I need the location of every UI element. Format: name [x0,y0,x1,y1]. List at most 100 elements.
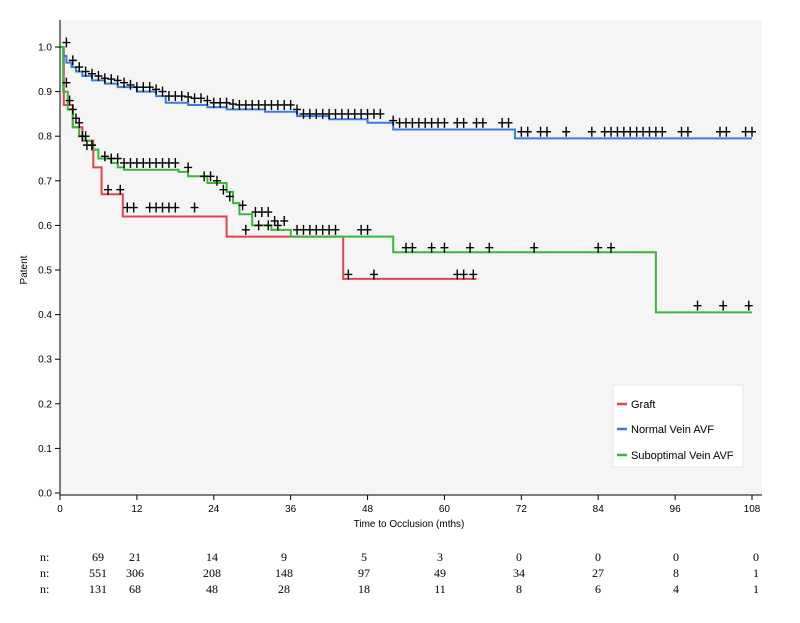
censor-mark-suboptimal-vein [719,300,728,311]
risk-cell: 4 [673,582,679,596]
x-tick-label: 36 [285,504,297,515]
censor-mark-graft [459,269,468,280]
censor-mark-graft [369,269,378,280]
y-tick-label: 0.8 [38,132,52,143]
risk-row-graft: n: 69 21 14 9 5 3 0 0 0 0 [0,550,800,566]
axes-layer [59,20,762,496]
legend-label-suboptimal-vein: Suboptimal Vein AVF [631,450,734,462]
censor-mark-suboptimal-vein [225,191,234,202]
risk-cell: 21 [129,550,141,564]
censor-mark-suboptimal-vein [408,242,417,253]
censor-mark-suboptimal-vein [81,131,90,142]
km-chart: 0 12 24 36 48 60 72 84 96 108 0.00.10.20.30.40.50… [19,20,762,530]
x-tick-label: 48 [362,504,374,515]
censor-mark-normal-vein [293,104,302,115]
censor-mark-normal-vein [145,82,154,93]
censor-mark-graft [254,220,263,231]
y-tick-label: 0.1 [38,444,52,455]
risk-cell: 0 [753,550,759,564]
y-tick-label: 0.3 [38,355,52,366]
censor-mark-graft [344,269,353,280]
censor-mark-normal-vein [113,75,122,86]
censor-mark-suboptimal-vein [219,184,228,195]
censor-mark-suboptimal-vein [238,200,247,211]
x-tick-label: 12 [131,504,143,515]
censor-mark-normal-vein [748,126,756,137]
censor-layer [62,37,756,311]
censor-mark-suboptimal-vein [212,175,221,186]
risk-row-prefix: n: [40,566,50,580]
x-ticks: 0 12 24 36 48 60 72 84 96 108 [57,495,761,515]
risk-cell: 14 [206,550,218,564]
censor-mark-suboptimal-vein [270,215,279,226]
y-tick-label: 0.7 [38,176,52,187]
risk-cell: 28 [278,582,290,596]
censor-mark-normal-vein [107,74,116,85]
risk-cell: 68 [129,582,141,596]
y-tick-label: 0.2 [38,399,52,410]
censor-mark-normal-vein [203,95,212,106]
censor-mark-normal-vein [229,99,237,110]
censor-mark-normal-vein [587,126,596,137]
censor-mark-normal-vein [389,115,398,126]
censor-mark-normal-vein [542,126,551,137]
risk-cell: 6 [595,582,601,596]
risk-cell: 8 [673,566,679,580]
censor-mark-graft [469,269,478,280]
censor-mark-normal-vein [196,93,205,104]
y-tick-label: 0.9 [38,87,52,98]
risk-cell: 8 [516,582,522,596]
risk-cell: 34 [513,566,525,580]
risk-cell: 1 [753,566,759,580]
censor-mark-normal-vein [158,86,167,97]
x-tick-label: 0 [57,504,63,515]
censor-mark-suboptimal-vein [184,162,193,173]
censor-mark-suboptimal-vein [530,242,539,253]
censor-mark-normal-vein [94,70,103,81]
censor-mark-graft [104,184,113,195]
risk-cell: 131 [89,582,107,596]
censor-mark-normal-vein [88,68,97,79]
censor-mark-normal-vein [100,73,109,84]
censor-mark-normal-vein [376,108,385,119]
x-tick-label: 96 [670,504,682,515]
risk-cell: 18 [358,582,370,596]
censor-mark-graft [129,202,138,213]
legend-item-suboptimal-vein: Suboptimal Vein AVF [617,450,734,462]
censor-mark-normal-vein [562,126,571,137]
censor-mark-suboptimal-vein [594,242,603,253]
censor-mark-suboptimal-vein [744,300,753,311]
risk-row-prefix: n: [40,550,50,564]
censor-mark-normal-vein [68,55,77,66]
censor-mark-normal-vein [120,77,129,88]
risk-cell: 208 [203,566,221,580]
risk-cell: 1 [753,582,759,596]
risk-cell: 11 [434,582,446,596]
censor-mark-suboptimal-vein [206,171,215,182]
censor-mark-suboptimal-vein [440,242,449,253]
censor-mark-graft [264,220,273,231]
y-tick-label: 0.6 [38,221,52,232]
censor-mark-suboptimal-vein [427,242,436,253]
censor-mark-normal-vein [62,37,71,48]
censor-mark-graft [241,224,250,235]
risk-cell: 3 [437,550,443,564]
censor-mark-normal-vein [286,99,295,110]
censor-mark-suboptimal-vein [466,242,475,253]
censor-mark-suboptimal-vein [171,157,180,168]
risk-cell: 49 [434,566,446,580]
censor-mark-suboptimal-vein [113,153,122,164]
risk-cell: 5 [361,550,367,564]
censor-mark-normal-vein [683,126,692,137]
legend-item-normal-vein: Normal Vein AVF [617,424,714,436]
censor-mark-graft [116,184,125,195]
risk-cell: 69 [92,550,104,564]
x-tick-label: 60 [439,504,451,515]
censor-mark-suboptimal-vein [331,224,340,235]
risk-cell: 551 [89,566,107,580]
censor-mark-suboptimal-vein [280,215,289,226]
censor-mark-normal-vein [722,126,731,137]
x-tick-label: 72 [516,504,528,515]
risk-cell: 0 [595,550,601,564]
risk-cell: 97 [358,566,370,580]
